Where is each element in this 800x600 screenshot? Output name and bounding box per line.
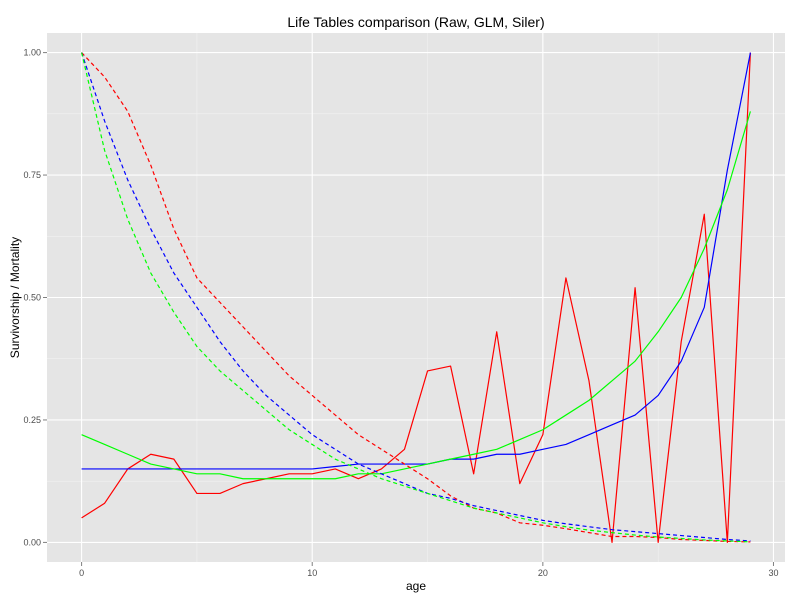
major-gridlines bbox=[47, 33, 785, 562]
chart-title: Life Tables comparison (Raw, GLM, Siler) bbox=[287, 14, 544, 30]
dashed-series-line-5 bbox=[81, 52, 751, 543]
y-axis-ticks: 0.00 0.25 0.50 0.75 1.00 bbox=[23, 48, 47, 547]
x-tick-label: 10 bbox=[307, 568, 317, 578]
y-tick-label: 1.00 bbox=[23, 48, 41, 58]
dashed-series-line-3 bbox=[81, 52, 751, 543]
solid-series-line-2 bbox=[81, 111, 751, 480]
x-tick-label: 30 bbox=[768, 568, 778, 578]
y-tick-label: 0.75 bbox=[23, 170, 41, 180]
x-axis-ticks: 0 10 20 30 bbox=[79, 562, 778, 578]
solid-series-line-0 bbox=[81, 52, 752, 544]
solid-series-line-1 bbox=[81, 52, 751, 470]
y-tick-label: 0.25 bbox=[23, 415, 41, 425]
dashed-series-line-4 bbox=[81, 52, 751, 542]
x-axis-title: age bbox=[406, 579, 426, 593]
y-axis-title: Survivorship / Mortality bbox=[8, 237, 22, 358]
x-tick-label: 0 bbox=[79, 568, 84, 578]
series-layer bbox=[81, 52, 752, 544]
y-tick-label: 0.50 bbox=[23, 293, 41, 303]
x-tick-label: 20 bbox=[538, 568, 548, 578]
y-tick-label: 0.00 bbox=[23, 537, 41, 547]
